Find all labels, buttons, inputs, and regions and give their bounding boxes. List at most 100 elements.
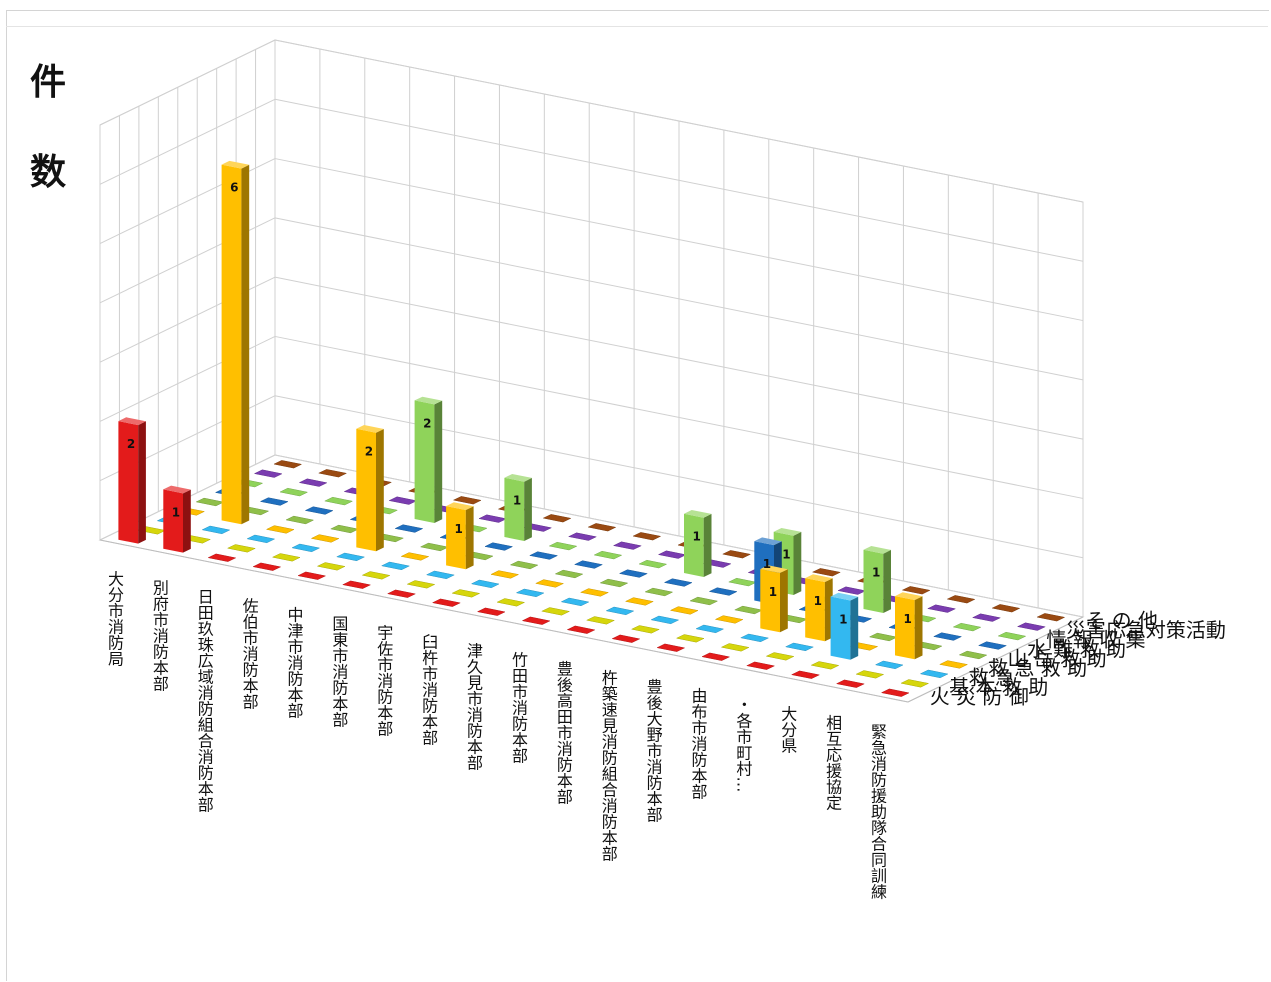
zero-tile: [810, 661, 840, 670]
category-label: 国東市消防本部: [329, 616, 348, 728]
bar-top-face: [221, 160, 250, 169]
zero-tile: [291, 543, 321, 553]
category-label: 豊後高田市消防本部: [554, 661, 573, 805]
zero-tile: [612, 541, 642, 550]
series-label: 火 災 防 御: [930, 684, 1029, 708]
zero-tile: [560, 597, 590, 607]
zero-tile: [669, 606, 699, 615]
zero-tile: [638, 559, 668, 569]
zero-tile: [901, 586, 931, 595]
zero-tile: [324, 496, 354, 506]
zero-tile: [573, 560, 604, 569]
zero-tile: [515, 588, 545, 598]
zero-tile: [855, 670, 885, 679]
bar: [504, 474, 532, 541]
zero-tile: [740, 633, 770, 643]
back-grid-line: [274, 217, 1084, 381]
category-label: 由布市消防本部: [689, 688, 708, 800]
zero-tile: [451, 589, 481, 598]
data-label: 1: [763, 557, 771, 571]
bar-side-face: [434, 400, 443, 523]
bar-front-face: [895, 596, 915, 660]
bar: [684, 510, 712, 577]
zero-tile: [977, 641, 1008, 650]
data-label: 1: [172, 505, 180, 519]
bar-top-face: [163, 485, 191, 494]
zero-tile: [304, 506, 334, 515]
zero-tile: [708, 587, 738, 596]
zero-tile: [720, 643, 750, 652]
zero-tile: [297, 571, 327, 580]
chart-frame: [6, 10, 1269, 981]
bar-side-face: [465, 506, 474, 570]
zero-tile: [811, 568, 841, 577]
zero-tile: [548, 541, 578, 551]
zero-tile: [933, 632, 963, 641]
zero-tile: [599, 578, 629, 588]
bar-side-face: [850, 596, 859, 660]
zero-tile: [1016, 622, 1046, 631]
bar: [163, 485, 191, 553]
zero-tile: [939, 660, 969, 669]
zero-tile: [310, 534, 340, 543]
zero-tile: [632, 532, 662, 541]
zero-tile: [406, 580, 436, 589]
zero-tile: [790, 670, 821, 679]
data-label: 1: [839, 612, 847, 626]
bar-side-face: [524, 477, 532, 541]
data-label: 1: [872, 566, 880, 580]
zero-tile: [425, 570, 455, 580]
zero-tile: [252, 562, 282, 571]
zero-tile: [585, 616, 616, 625]
zero-tile: [271, 553, 301, 562]
zero-tile: [952, 622, 982, 632]
bar-side-face: [376, 429, 384, 552]
zero-tile: [605, 606, 635, 616]
zero-tile: [746, 661, 776, 670]
zero-tile: [587, 523, 617, 532]
bar-top-face: [863, 546, 891, 554]
zero-tile: [618, 569, 648, 578]
zero-tile: [265, 525, 295, 534]
bar-front-face: [118, 421, 139, 544]
back-grid-line: [274, 98, 1084, 262]
zero-tile: [714, 615, 744, 624]
floor-edge: [907, 616, 1084, 703]
zero-tile: [476, 607, 506, 616]
zero-tile: [279, 487, 309, 497]
zero-tile: [656, 643, 686, 652]
series-label: 基 本 救 助: [949, 675, 1048, 699]
data-label: 2: [423, 416, 431, 430]
zero-tile: [624, 597, 654, 606]
zero-tile: [380, 561, 411, 571]
zero-tile: [593, 550, 623, 560]
bar-front-face: [684, 513, 704, 577]
bar-top-face: [895, 592, 923, 600]
bar-front-face: [504, 477, 525, 541]
zero-tile: [285, 515, 315, 525]
category-label: 竹田市消防本部: [509, 652, 528, 764]
zero-tile: [207, 553, 237, 562]
zero-tile: [318, 469, 348, 478]
bar-side-face: [793, 531, 802, 595]
bar: [830, 592, 859, 660]
data-label: 1: [782, 548, 790, 562]
zero-tile: [675, 634, 705, 643]
category-label: 佐伯市消防本部: [240, 598, 259, 710]
zero-tile: [541, 607, 571, 616]
data-label: 1: [455, 522, 463, 536]
category-label: 宇佐市消防本部: [374, 625, 393, 737]
bar-top-face: [118, 417, 146, 426]
category-label: 臼杵市消防本部: [419, 634, 438, 746]
category-label: 相互応援協定: [823, 715, 842, 811]
side-grid-line: [99, 98, 276, 185]
bar-top-face: [805, 574, 833, 582]
zero-tile: [835, 679, 865, 688]
category-label: ・各市町村…: [733, 697, 752, 793]
series-label: そ の 他: [1085, 609, 1158, 633]
zero-tile: [946, 595, 976, 604]
zero-tile: [874, 660, 904, 670]
bar: [221, 160, 250, 525]
bar-front-face: [163, 489, 183, 553]
y-axis-title-char-2: 数: [30, 152, 67, 193]
